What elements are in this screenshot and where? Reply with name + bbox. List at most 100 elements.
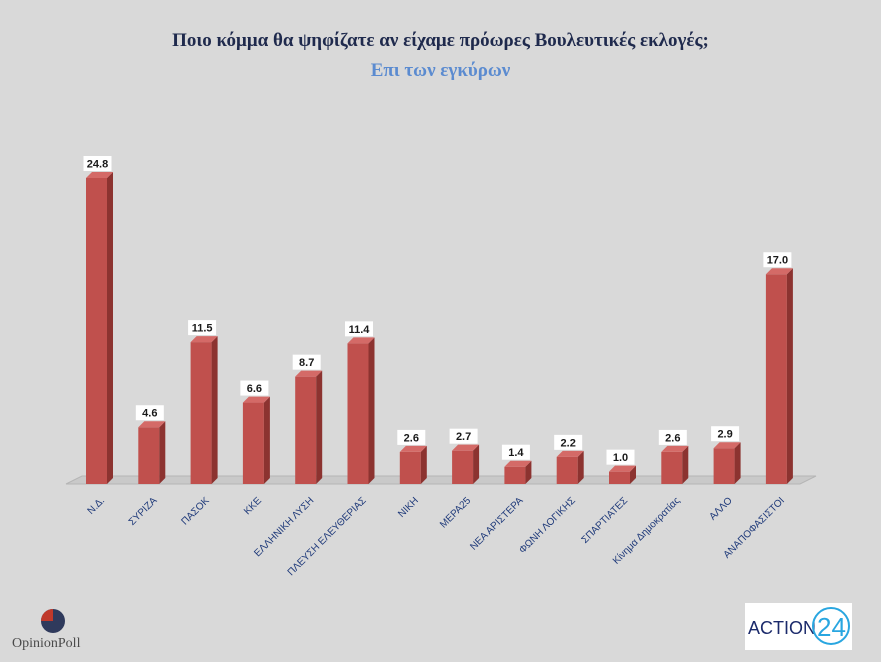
value-label-box [345, 321, 373, 337]
bar [86, 172, 113, 484]
category-label: ΣΠΑΡΤΙΑΤΕΣ [580, 495, 631, 546]
bar-side [682, 445, 689, 484]
value-label-box [554, 434, 583, 450]
bar-front [609, 471, 630, 484]
category-label: Ν.Δ. [86, 495, 108, 517]
value-label: 11.5 [188, 320, 217, 336]
bar [399, 445, 427, 484]
bar-side [420, 445, 427, 484]
value-label-box [83, 156, 112, 171]
bar [242, 396, 270, 484]
bar-front [86, 178, 107, 484]
bar-front [399, 451, 421, 484]
chart-subtitle: Επι των εγκύρων [370, 60, 511, 81]
bar-chart: 24.8 4.6 11.5 6.6 8.7 11.4 2.6 2.7 1.4 2.2 1.0 2.6 2… [65, 156, 817, 579]
category-label: ΦΩΝΗ ΛΟΓΙΚΗΣ [517, 495, 578, 556]
value-label-box [449, 428, 478, 444]
value-label: 4.6 [135, 405, 164, 421]
value-labels-group: 24.8 4.6 11.5 6.6 8.7 11.4 2.6 2.7 1.4 2.2 1.0 2.6 2… [83, 156, 792, 465]
bar-side [263, 396, 270, 484]
bar-side [368, 337, 375, 484]
bar [556, 450, 584, 484]
bar [713, 442, 741, 484]
bar-top [399, 445, 427, 452]
bar-side [107, 172, 113, 484]
bar-front [295, 376, 317, 484]
value-label: 1.0 [606, 449, 635, 465]
opinionpoll-logo-text: OpinionPoll [12, 636, 81, 651]
bar-side [159, 421, 166, 484]
bar-side [473, 444, 480, 484]
value-label-box [397, 429, 426, 445]
bar [138, 421, 166, 484]
chart-floor-plane [65, 475, 817, 485]
action24-logo-number: 24 [817, 612, 846, 642]
bar-top [347, 337, 375, 344]
bar [452, 444, 480, 484]
category-label: ΠΑΣΟΚ [180, 495, 212, 527]
bar-front [347, 343, 369, 484]
category-label: ΝΕΑ ΑΡΙΣΤΕΡΑ [468, 495, 525, 552]
value-label: 6.6 [240, 380, 269, 396]
bar-side [211, 336, 218, 484]
value-label: 17.0 [763, 252, 792, 268]
value-label-text: 8.7 [299, 357, 314, 369]
bar-front [661, 451, 683, 484]
value-label: 24.8 [83, 156, 112, 171]
value-label-box [135, 405, 164, 421]
value-label-text: 17.0 [767, 255, 788, 267]
logo-circle-red [41, 609, 53, 621]
chart-floor [65, 475, 817, 485]
category-label: ΝΙΚΗ [396, 495, 421, 520]
value-label-text: 11.5 [192, 323, 213, 335]
category-label: ΣΥΡΙΖΑ [127, 495, 160, 528]
bar-front [713, 448, 735, 484]
bar-front [242, 402, 264, 484]
value-label-box [606, 449, 635, 465]
value-label-text: 1.4 [508, 447, 524, 459]
value-label-text: 2.6 [665, 432, 680, 444]
value-label-text: 2.9 [717, 429, 732, 441]
value-label: 2.9 [711, 426, 740, 442]
bar [504, 460, 532, 484]
action24-logo-word: ACTION [748, 618, 816, 638]
bar-front [556, 456, 578, 484]
bar [347, 337, 375, 484]
action24-logo: ACTION 24 [745, 603, 852, 650]
bar-top [86, 172, 113, 178]
bar-top [609, 465, 636, 472]
value-label: 11.4 [345, 321, 373, 337]
value-label-text: 2.2 [561, 437, 576, 449]
bar-side [786, 268, 793, 484]
bar [765, 268, 793, 484]
action24-logo-ring [812, 607, 850, 645]
value-label-text: 2.6 [404, 432, 419, 444]
bar-top [190, 336, 218, 343]
bar [609, 465, 636, 484]
value-label: 2.7 [449, 428, 478, 444]
bar-top [242, 396, 270, 403]
bar-side [577, 450, 584, 484]
value-label: 2.2 [554, 434, 583, 450]
value-label: 8.7 [292, 354, 321, 370]
value-label-text: 6.6 [247, 383, 262, 395]
bar-front [138, 427, 160, 484]
bar-top [765, 268, 793, 275]
category-label: ΚΚΕ [242, 495, 264, 517]
bar-front [452, 450, 474, 484]
value-label: 1.4 [501, 444, 530, 460]
bar [661, 445, 689, 484]
bar-front [504, 466, 526, 484]
bar-side [316, 370, 323, 484]
bar-side [525, 460, 532, 484]
bar-front [765, 274, 787, 484]
value-label-box [240, 380, 269, 396]
value-label-text: 24.8 [87, 159, 108, 171]
value-label: 2.6 [397, 429, 426, 445]
bar [295, 370, 323, 484]
value-label-text: 11.4 [349, 324, 371, 336]
value-label-box [658, 429, 687, 445]
category-label: ΜΕΡΑ25 [438, 495, 473, 530]
bars-group [86, 172, 793, 484]
